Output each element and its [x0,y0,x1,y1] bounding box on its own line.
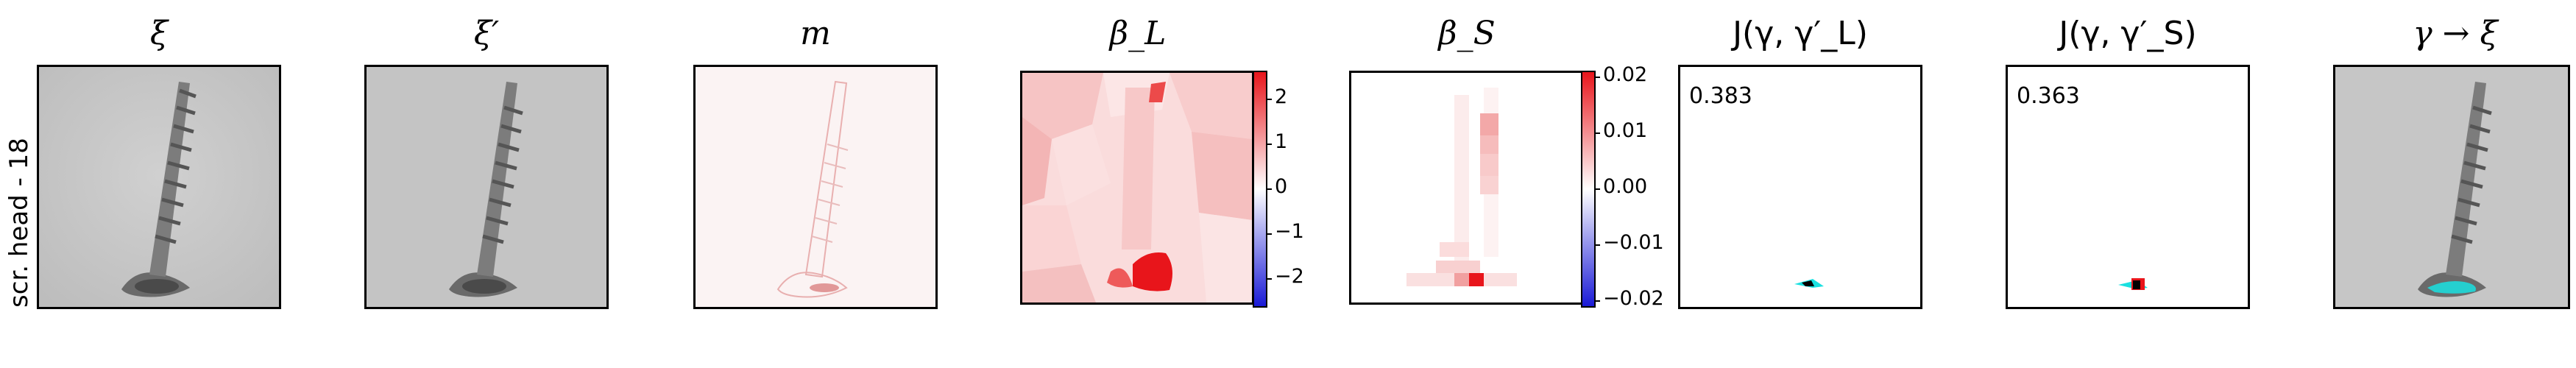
overlay-image [2335,67,2568,307]
superpixel-map [1022,73,1252,302]
title-beta-L: β_L [1109,15,1167,52]
title-J-S: J(γ, γ′_S) [2059,15,2197,52]
image-xi-prime [364,65,609,309]
title-xi-prime: ξ′ [473,15,500,52]
colorbar-tick: −0.02 [1603,287,1664,310]
colorbar-tick: −1 [1275,220,1304,243]
title-m: m [800,15,831,52]
title-J-L: J(γ, γ′_L) [1733,15,1868,52]
image-beta-S [1349,71,1583,305]
image-xi [37,65,281,309]
row-label: scr. head - 18 [4,138,34,308]
colorbar-tick: 1 [1275,130,1288,153]
jaccard-score: 0.363 [2017,83,2080,109]
overlap-map [1794,279,1824,288]
image-m [693,65,938,309]
title-xi: ξ [149,15,169,52]
jaccard-score: 0.383 [1689,83,1752,109]
colorbar-tick: 0 [1275,175,1288,198]
colorbar-beta-S [1581,71,1596,308]
screw-image [39,67,279,307]
image-J-L: 0.383 [1678,65,1922,309]
colorbar-tick: 0.00 [1603,175,1648,198]
title-beta-S: β_S [1438,15,1496,52]
image-gamma-xi [2333,65,2570,309]
colorbar-tick: −2 [1275,265,1304,288]
mask-image [696,67,935,307]
image-J-S: 0.363 [2006,65,2250,309]
title-gamma-xi: γ → ξ [2413,15,2498,52]
patch-map [1351,73,1581,302]
screw-image [367,67,606,307]
colorbar-tick: −0.01 [1603,231,1664,254]
colorbar-tick: 0.01 [1603,119,1648,142]
colorbar-beta-L [1253,71,1267,308]
colorbar-tick: 0.02 [1603,63,1648,86]
image-beta-L [1020,71,1254,305]
overlap-map [2118,278,2148,290]
colorbar-tick: 2 [1275,85,1288,108]
